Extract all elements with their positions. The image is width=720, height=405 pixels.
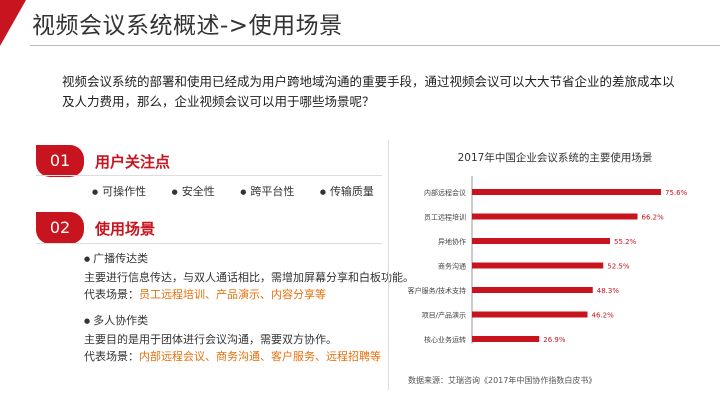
- section-number-01: 01: [36, 145, 84, 177]
- focus-points-list: 可操作性 安全性 跨平台性 传输质量: [92, 183, 392, 199]
- category-label: 员工远程培训: [424, 213, 466, 222]
- category-label: 核心业务运转: [424, 335, 466, 344]
- broadcast-scenes: 员工远程培训、产品演示、内容分享等: [139, 288, 326, 301]
- page-title: 视频会议系统概述->使用场景: [32, 13, 343, 39]
- category-label: 异地协作: [438, 237, 466, 246]
- column-divider: [388, 140, 389, 390]
- bar: [472, 262, 604, 269]
- collab-heading: 多人协作类: [84, 312, 381, 331]
- scenes-label: 代表场景：: [84, 288, 139, 301]
- intro-paragraph: 视频会议系统的部署和使用已经成为用户跨地域沟通的重要手段，通过视频会议可以大大节…: [62, 74, 675, 109]
- bar: [472, 213, 638, 220]
- broadcast-description: 主要进行信息传达，与双人通话相比，需增加屏幕分享和白板功能。: [84, 270, 414, 284]
- value-label: 46.2%: [592, 312, 615, 320]
- focus-item: 可操作性: [92, 183, 146, 199]
- bar: [472, 311, 588, 318]
- chart-source: 数据来源：艾瑞咨询《2017年中国协作指数白皮书》: [408, 376, 597, 385]
- broadcast-block: 广播传达类 主要进行信息传达，与双人通话相比，需增加屏幕分享和白板功能。 代表场…: [84, 250, 414, 304]
- bar: [472, 189, 661, 195]
- value-label: 48.3%: [597, 287, 620, 295]
- section-title-scenarios: 使用场景: [95, 220, 156, 238]
- value-label: 52.5%: [607, 263, 630, 271]
- value-label: 26.9%: [543, 336, 566, 344]
- usage-scenarios-bar-chart: 内部远程会议 75.6% 员工远程培训 66.2% 异地协作 55.2% 商务沟通 52.5%…: [408, 176, 688, 344]
- focus-item: 跨平台性: [240, 183, 294, 199]
- broadcast-heading: 广播传达类: [84, 250, 414, 269]
- section-divider: [36, 175, 382, 176]
- category-label: 商务沟通: [438, 262, 466, 271]
- bar: [472, 336, 540, 342]
- header-corner-accent: [0, 0, 26, 46]
- section-number-02: 02: [36, 212, 84, 244]
- category-label: 项目/产品演示: [422, 311, 466, 320]
- value-label: 55.2%: [614, 238, 637, 246]
- category-label: 内部远程会议: [424, 188, 466, 197]
- focus-item: 安全性: [172, 183, 215, 199]
- scenes-label: 代表场景：: [84, 350, 139, 363]
- value-label: 75.6%: [665, 189, 688, 197]
- collab-description: 主要目的是用于团体进行会议沟通，需要双方协作。: [84, 332, 337, 346]
- collab-block: 多人协作类 主要目的是用于团体进行会议沟通，需要双方协作。 代表场景：内部远程会…: [84, 312, 381, 366]
- collab-scenes-line: 代表场景：内部远程会议、商务沟通、客户服务、远程招聘等: [84, 348, 381, 366]
- broadcast-scenes-line: 代表场景：员工远程培训、产品演示、内容分享等: [84, 286, 414, 304]
- category-label: 客户服务/技术支持: [408, 286, 466, 295]
- focus-item: 传输质量: [320, 183, 374, 199]
- value-label: 66.2%: [642, 214, 665, 222]
- bar: [472, 287, 593, 293]
- section-title-focus: 用户关注点: [95, 153, 171, 171]
- chart-title: 2017年中国企业会议系统的主要使用场景: [457, 152, 653, 164]
- bar: [472, 238, 610, 244]
- section-divider: [36, 243, 382, 244]
- title-divider: [30, 45, 720, 46]
- collab-scenes: 内部远程会议、商务沟通、客户服务、远程招聘等: [139, 350, 381, 363]
